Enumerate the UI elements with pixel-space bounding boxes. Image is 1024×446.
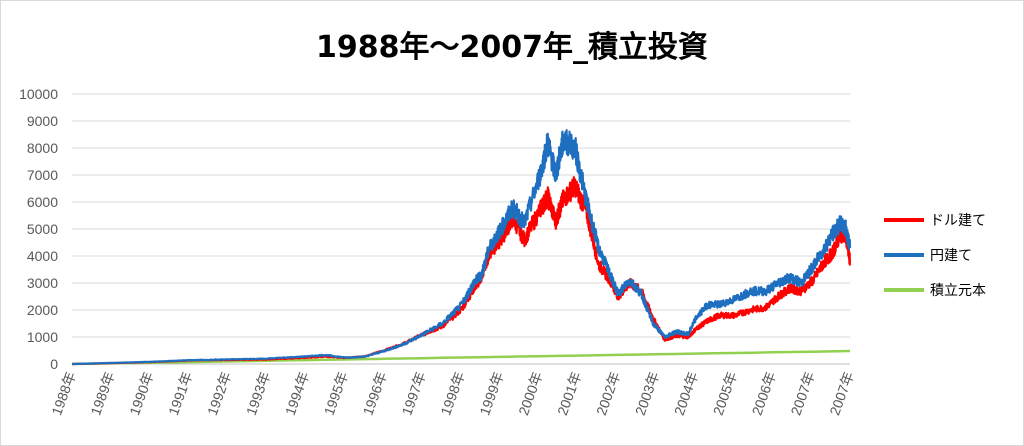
legend-item-dollar: ドル建て (884, 210, 986, 230)
x-tick-label: 2005年 (710, 370, 740, 418)
series-line-yen (71, 129, 852, 366)
x-tick-label: 2002年 (593, 370, 623, 418)
x-tick-label: 2007年 (787, 370, 817, 418)
legend-label-yen: 円建て (930, 248, 972, 264)
x-tick-label: 1997年 (398, 370, 428, 418)
x-tick-label: 1988年 (48, 370, 78, 418)
legend-swatch-principal (884, 288, 924, 292)
legend-label-dollar: ドル建て (930, 213, 986, 229)
series-line-principal (71, 349, 851, 366)
legend: ドル建て 円建て 積立元本 (884, 210, 986, 315)
x-tick-label: 1998年 (437, 370, 467, 418)
y-tick-label: 8000 (27, 140, 58, 156)
y-tick-label: 4000 (27, 248, 58, 264)
x-tick-label: 1989年 (87, 370, 117, 418)
x-tick-label: 2000年 (515, 370, 545, 418)
x-tick-label: 1994年 (282, 370, 312, 418)
x-tick-label: 1996年 (360, 370, 390, 418)
x-tick-label: 2004年 (671, 370, 701, 418)
y-tick-label: 0 (50, 356, 58, 372)
x-tick-label: 1992年 (204, 370, 234, 418)
x-tick-label: 2003年 (632, 370, 662, 418)
legend-label-principal: 積立元本 (930, 283, 986, 299)
x-tick-label: 2001年 (554, 370, 584, 418)
legend-swatch-yen (884, 253, 924, 257)
x-tick-label: 1993年 (243, 370, 273, 418)
series-line-dollar (71, 176, 852, 366)
chart-title: 1988年〜2007年_積立投資 (316, 30, 708, 65)
x-tick-label: 2007年 (826, 370, 856, 418)
y-tick-label: 3000 (27, 275, 58, 291)
y-tick-label: 7000 (27, 167, 58, 183)
legend-item-yen: 円建て (884, 245, 986, 265)
y-tick-label: 10000 (19, 86, 58, 102)
y-tick-label: 9000 (27, 113, 58, 129)
x-tick-label: 1991年 (165, 370, 195, 418)
x-tick-label: 1990年 (126, 370, 156, 418)
x-tick-label: 1999年 (476, 370, 506, 418)
legend-item-principal: 積立元本 (884, 280, 986, 300)
y-tick-label: 6000 (27, 194, 58, 210)
gridlines (72, 93, 850, 365)
x-axis: 1988年 1989年 1990年 1991年 1992年 1993年 1994年 1995年… (48, 370, 856, 418)
x-tick-label: 1995年 (321, 370, 351, 418)
x-tick-label: 2006年 (749, 370, 779, 418)
y-tick-label: 5000 (27, 221, 58, 237)
y-axis: 0 1000 2000 3000 4000 5000 6000 7000 8000 9000 100… (19, 86, 58, 372)
legend-swatch-dollar (884, 218, 924, 222)
y-tick-label: 1000 (27, 329, 58, 345)
y-tick-label: 2000 (27, 302, 58, 318)
series-lines (71, 129, 852, 366)
